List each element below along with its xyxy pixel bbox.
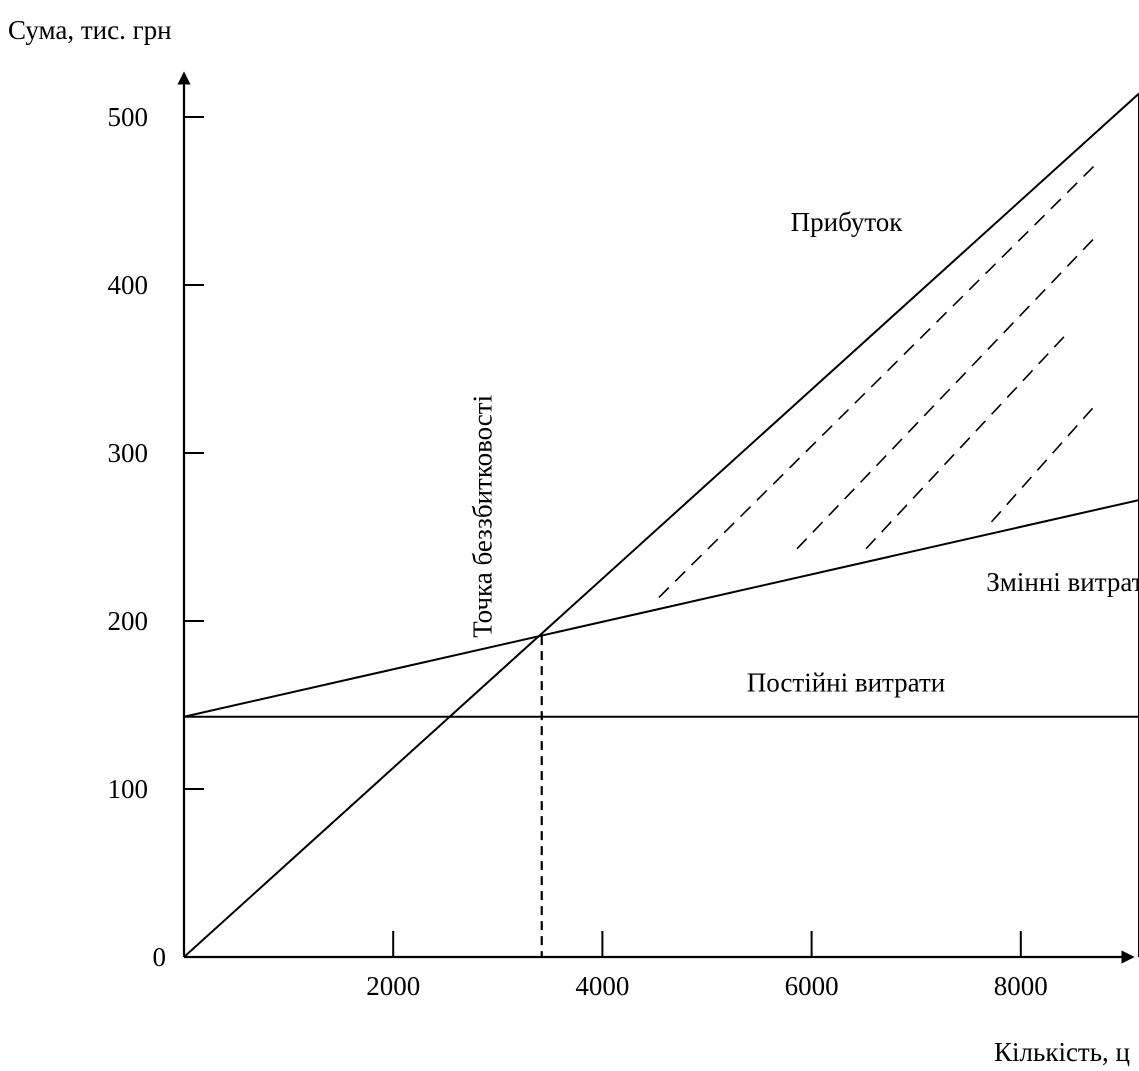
y-tick-label: 200 — [108, 606, 149, 636]
y-tick-label: 100 — [108, 774, 149, 804]
x-tick-label: 2000 — [366, 971, 420, 1001]
break-even-point-annotation: Точка беззбитковості — [468, 395, 498, 638]
profit-hatch-line — [658, 163, 1097, 599]
x-tick-label: 8000 — [994, 971, 1048, 1001]
profit-hatch-line — [990, 403, 1097, 523]
annotations: Прибуток Змінні витрати Постійні витрати То… — [468, 207, 1139, 697]
fixed-costs-annotation: Постійні витрати — [747, 668, 945, 698]
y-axis-title: Сума, тис. грн — [8, 15, 172, 45]
total-cost-line — [183, 499, 1139, 718]
variable-costs-annotation: Змінні витрати — [986, 567, 1139, 597]
x-axis-title: Кількість, ц — [994, 1037, 1130, 1067]
profit-hatch-line — [796, 235, 1097, 550]
x-tick-label: 4000 — [575, 971, 629, 1001]
y-tick-label: 500 — [108, 102, 149, 132]
revenue-line — [183, 92, 1139, 958]
profit-hatch-line — [865, 329, 1071, 550]
series-lines — [183, 92, 1139, 958]
axes — [177, 71, 1135, 964]
y-tick-label: 300 — [108, 438, 149, 468]
ticks: 2000400060008000100000100200300400500 — [108, 102, 1048, 1001]
y-tick-label: 0 — [153, 942, 167, 972]
profit-hatching — [658, 163, 1097, 599]
y-tick-label: 400 — [108, 270, 149, 300]
profit-annotation: Прибуток — [791, 207, 904, 237]
x-tick-label: 6000 — [785, 971, 839, 1001]
